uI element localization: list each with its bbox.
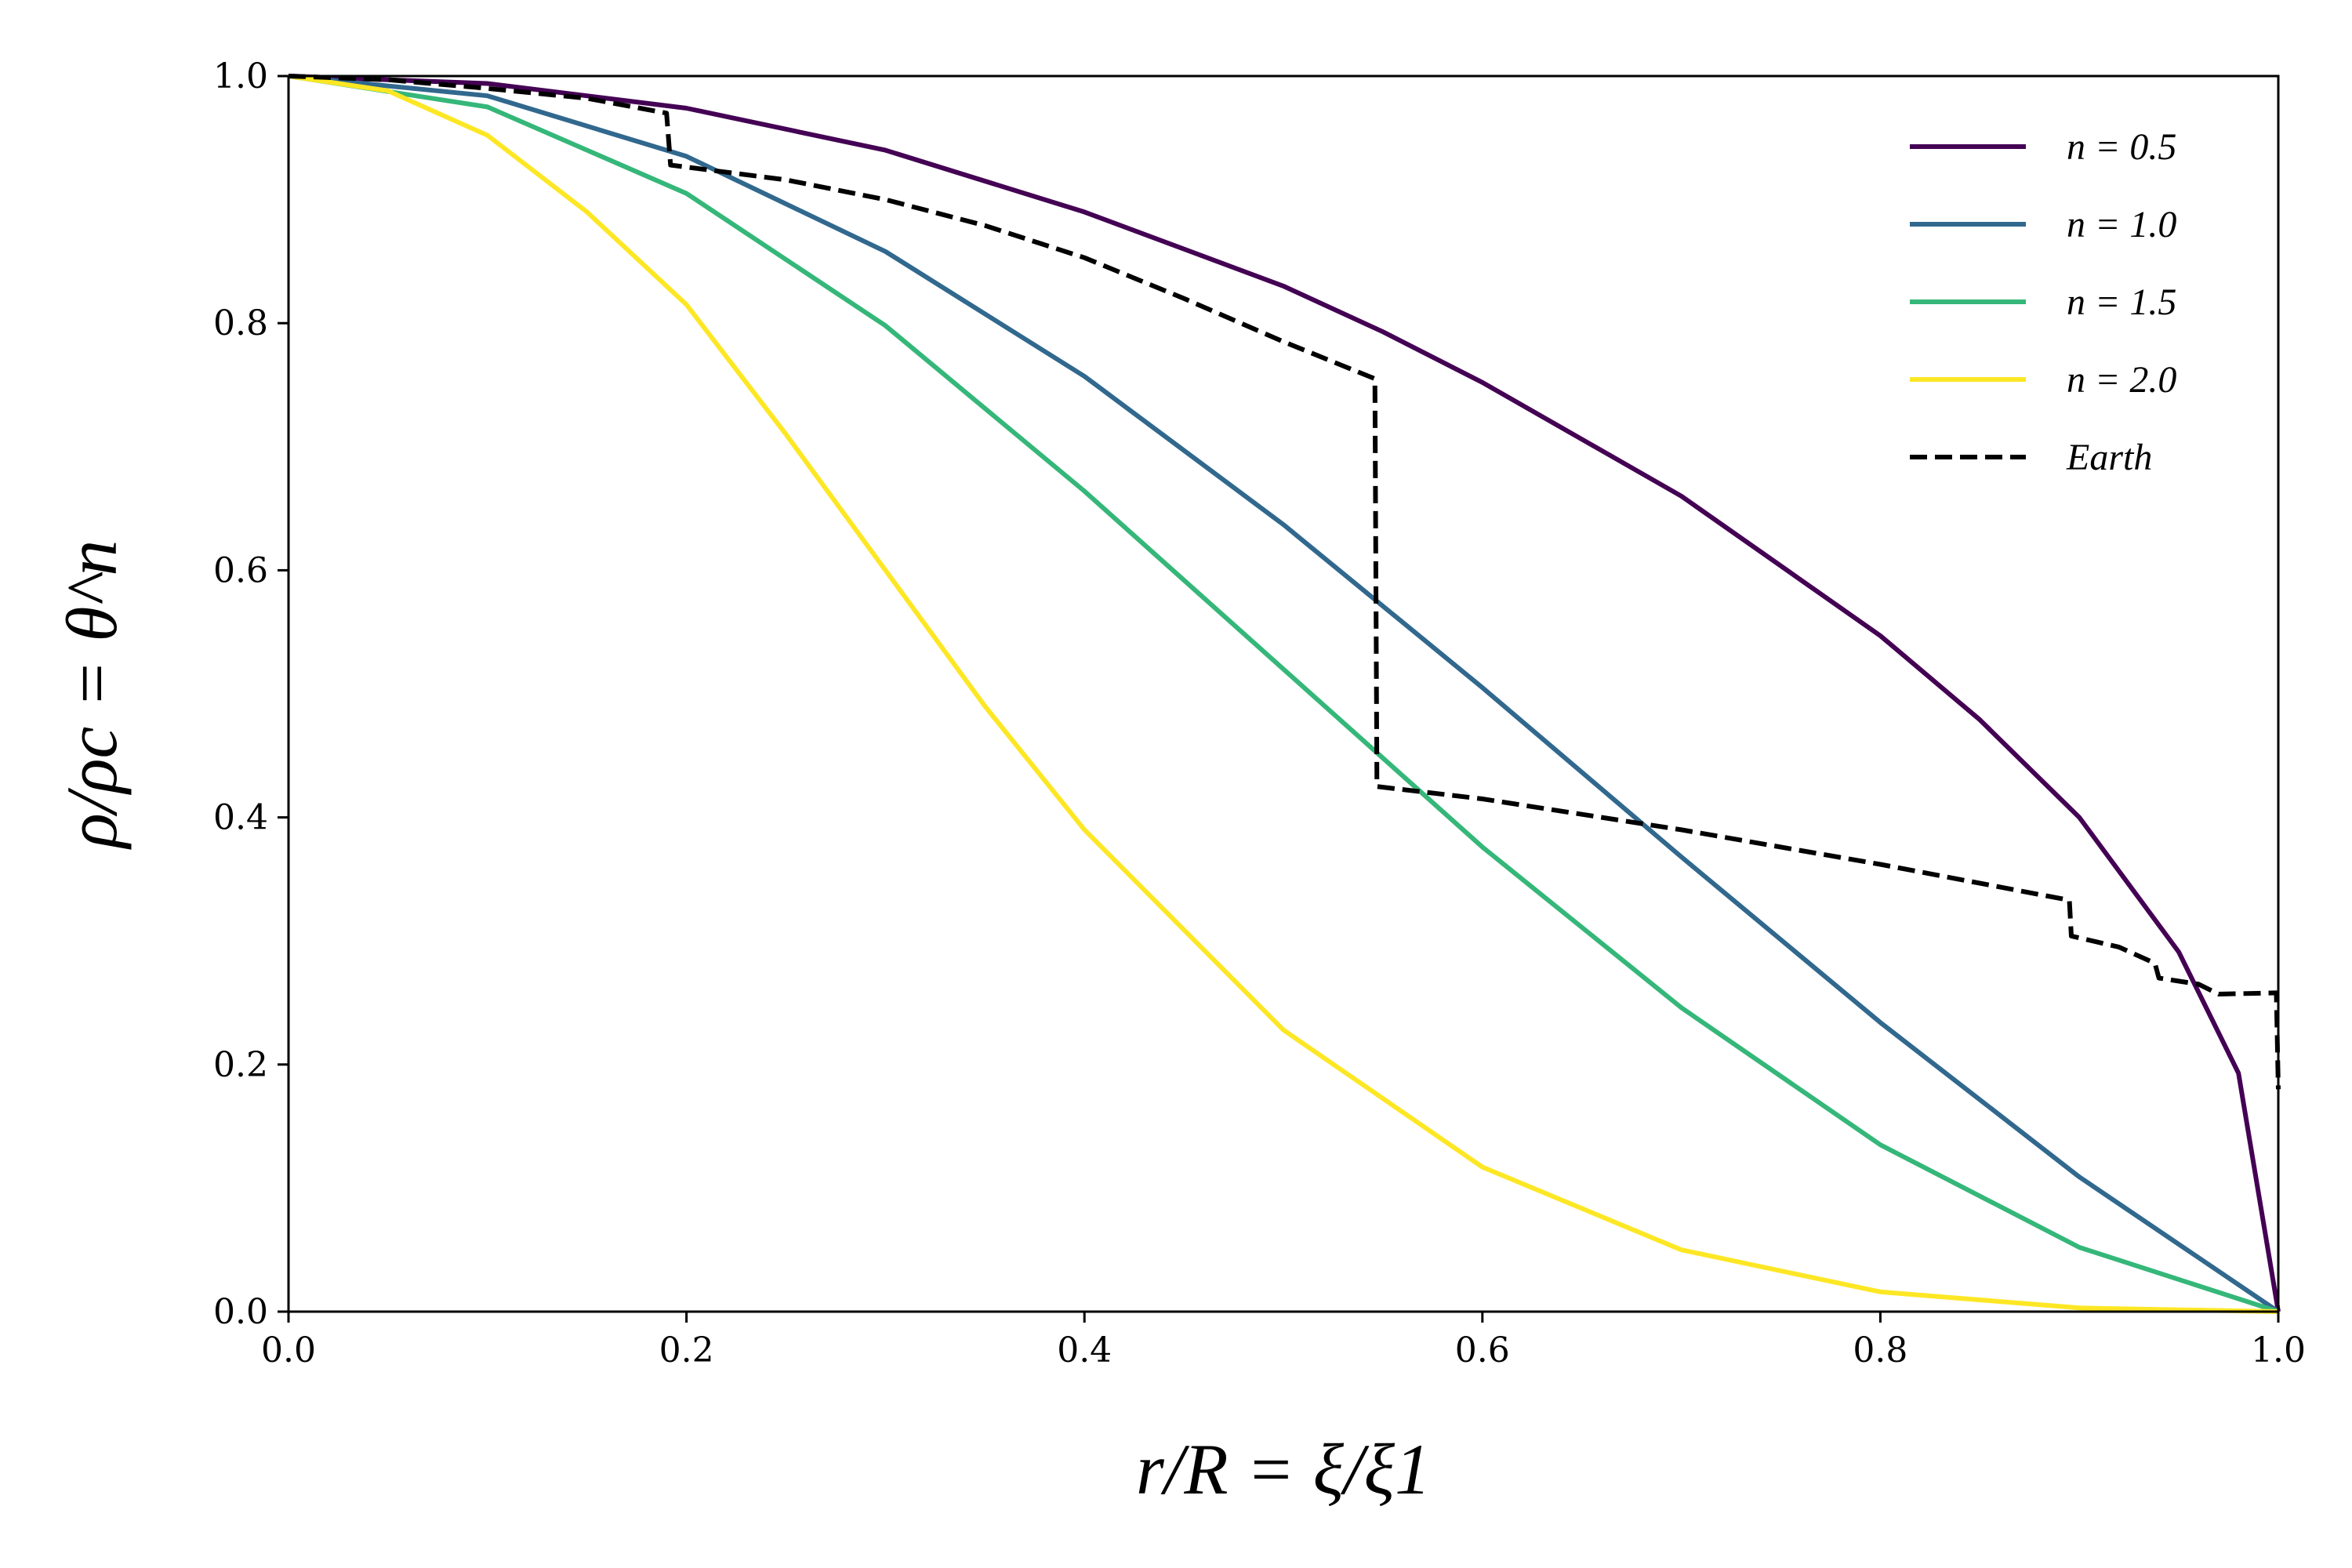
- y-tick-label: 0.6: [213, 550, 268, 590]
- ticks-layer: 0.0 0.2 0.4 0.6 0.8 1.0 0.0 0.2 0.4 0.6 0.8 1.0: [213, 56, 2306, 1370]
- legend-label-1: n = 1.0: [2067, 204, 2176, 245]
- x-tick-label: 0.6: [1455, 1330, 1510, 1370]
- x-axis-label: r/R = ξ/ξ1: [1136, 1429, 1431, 1509]
- y-axis-label: ρ/ρc = θ^n: [52, 540, 132, 851]
- x-tick-label: 0.8: [1853, 1330, 1907, 1370]
- series-line-1: [288, 74, 2280, 1314]
- y-tick-label: 1.0: [213, 56, 268, 96]
- y-tick-label: 0.2: [213, 1045, 268, 1085]
- series-line-2: [288, 74, 2279, 1314]
- x-tick-label: 0.4: [1057, 1330, 1112, 1370]
- y-tick-label: 0.4: [213, 798, 268, 838]
- series-line-0: [288, 74, 2281, 1312]
- legend-label-0: n = 0.5: [2067, 126, 2176, 168]
- axes-frame: [287, 74, 2280, 1313]
- legend-label-4: Earth: [2066, 437, 2152, 478]
- series-line-4: [288, 74, 2281, 1090]
- series-line-3: [288, 74, 2279, 1314]
- x-tick-label: 0.2: [659, 1330, 714, 1370]
- legend: n = 0.5 n = 1.0 n = 1.5 n = 2.0 Earth: [1910, 126, 2176, 478]
- y-tick-label: 0.8: [213, 303, 268, 343]
- x-tick-label: 1.0: [2251, 1330, 2306, 1370]
- legend-label-2: n = 1.5: [2067, 281, 2176, 323]
- y-tick-label: 0.0: [213, 1292, 268, 1332]
- x-tick-label: 0.0: [261, 1330, 316, 1370]
- legend-label-3: n = 2.0: [2067, 359, 2176, 401]
- series-layer: [288, 74, 2281, 1314]
